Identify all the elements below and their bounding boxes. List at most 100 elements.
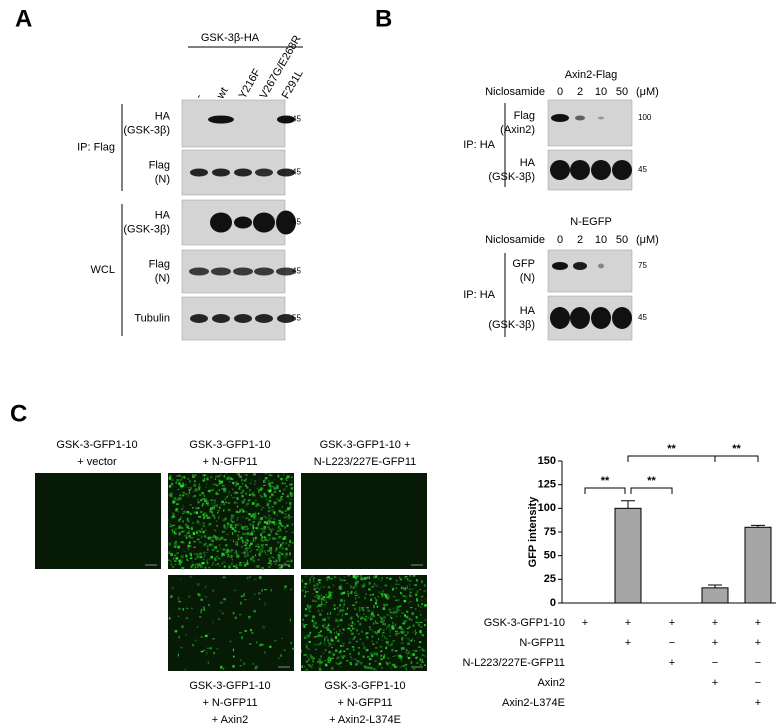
speckle bbox=[287, 475, 291, 478]
speckle bbox=[259, 488, 263, 491]
speckle bbox=[406, 627, 410, 629]
speckle bbox=[260, 539, 262, 542]
speckle bbox=[241, 479, 243, 481]
condition-mark: − bbox=[755, 677, 761, 689]
speckle bbox=[238, 613, 242, 616]
speckle bbox=[279, 536, 283, 538]
speckle bbox=[228, 490, 231, 494]
speckle bbox=[385, 576, 388, 579]
speckle bbox=[396, 610, 398, 614]
speckle bbox=[350, 587, 352, 589]
speckle bbox=[319, 586, 322, 588]
speckle bbox=[331, 646, 333, 649]
speckle bbox=[208, 566, 211, 569]
speckle bbox=[379, 662, 382, 666]
speckle bbox=[174, 554, 176, 556]
speckle bbox=[247, 552, 249, 556]
speckle bbox=[245, 511, 248, 513]
speckle bbox=[235, 509, 238, 511]
speckle bbox=[192, 521, 195, 524]
blot-band bbox=[591, 307, 611, 329]
speckle bbox=[208, 543, 212, 546]
speckle bbox=[380, 579, 382, 582]
speckle bbox=[199, 530, 202, 533]
speckle bbox=[176, 475, 179, 477]
speckle bbox=[320, 655, 322, 658]
speckle bbox=[266, 554, 268, 556]
speckle bbox=[392, 588, 394, 591]
speckle bbox=[421, 654, 424, 656]
speckle bbox=[237, 538, 239, 541]
speckle bbox=[205, 502, 209, 505]
speckle bbox=[188, 530, 191, 534]
speckle bbox=[204, 542, 207, 545]
speckle bbox=[285, 485, 288, 488]
speckle bbox=[187, 544, 189, 547]
speckle bbox=[336, 625, 340, 628]
speckle bbox=[187, 477, 190, 480]
significance-bracket bbox=[584, 487, 626, 494]
speckle bbox=[253, 530, 255, 533]
speckle bbox=[352, 616, 354, 619]
speckle bbox=[278, 535, 281, 539]
speckle bbox=[342, 655, 346, 658]
speckle bbox=[419, 663, 422, 666]
speckle bbox=[372, 615, 376, 617]
speckle bbox=[418, 623, 420, 627]
speckle bbox=[177, 527, 179, 529]
speckle bbox=[332, 584, 335, 587]
speckle bbox=[232, 521, 235, 523]
speckle bbox=[368, 588, 371, 591]
speckle bbox=[226, 548, 229, 551]
speckle bbox=[418, 646, 421, 648]
speckle bbox=[419, 626, 423, 628]
speckle bbox=[312, 580, 315, 583]
speckle bbox=[247, 499, 251, 501]
speckle bbox=[382, 634, 384, 638]
speckle bbox=[283, 649, 286, 652]
speckle bbox=[400, 647, 402, 649]
speckle bbox=[289, 501, 292, 505]
speckle bbox=[261, 546, 264, 550]
speckle bbox=[185, 554, 187, 557]
speckle bbox=[176, 479, 179, 482]
speckle bbox=[284, 510, 287, 512]
speckle bbox=[172, 530, 174, 534]
speckle bbox=[364, 596, 366, 600]
speckle bbox=[190, 565, 193, 569]
speckle bbox=[246, 549, 248, 552]
speckle bbox=[399, 657, 403, 659]
speckle bbox=[187, 542, 190, 545]
speckle bbox=[192, 563, 195, 566]
speckle bbox=[340, 617, 343, 619]
speckle bbox=[198, 515, 202, 518]
speckle bbox=[243, 540, 246, 543]
condition-mark: + bbox=[625, 617, 631, 629]
micrograph bbox=[301, 575, 427, 671]
speckle bbox=[168, 542, 171, 546]
speckle bbox=[374, 602, 378, 605]
speckle bbox=[246, 502, 250, 505]
speckle bbox=[207, 604, 210, 606]
speckle bbox=[284, 478, 287, 480]
speckle bbox=[383, 653, 386, 657]
speckle bbox=[241, 636, 243, 640]
speckle bbox=[309, 654, 312, 657]
speckle bbox=[278, 490, 281, 493]
speckle bbox=[239, 475, 243, 479]
micrograph bbox=[35, 473, 161, 569]
speckle bbox=[414, 629, 416, 633]
speckle bbox=[412, 667, 416, 670]
speckle bbox=[342, 592, 346, 594]
speckle bbox=[272, 557, 275, 559]
speckle bbox=[313, 636, 317, 638]
speckle bbox=[394, 623, 397, 627]
speckle bbox=[231, 532, 234, 535]
image-caption: + vector bbox=[77, 456, 117, 468]
speckle bbox=[376, 605, 379, 608]
speckle bbox=[228, 565, 231, 569]
speckle bbox=[245, 504, 248, 507]
speckle bbox=[357, 652, 360, 656]
speckle bbox=[200, 499, 203, 502]
speckle bbox=[336, 606, 339, 609]
